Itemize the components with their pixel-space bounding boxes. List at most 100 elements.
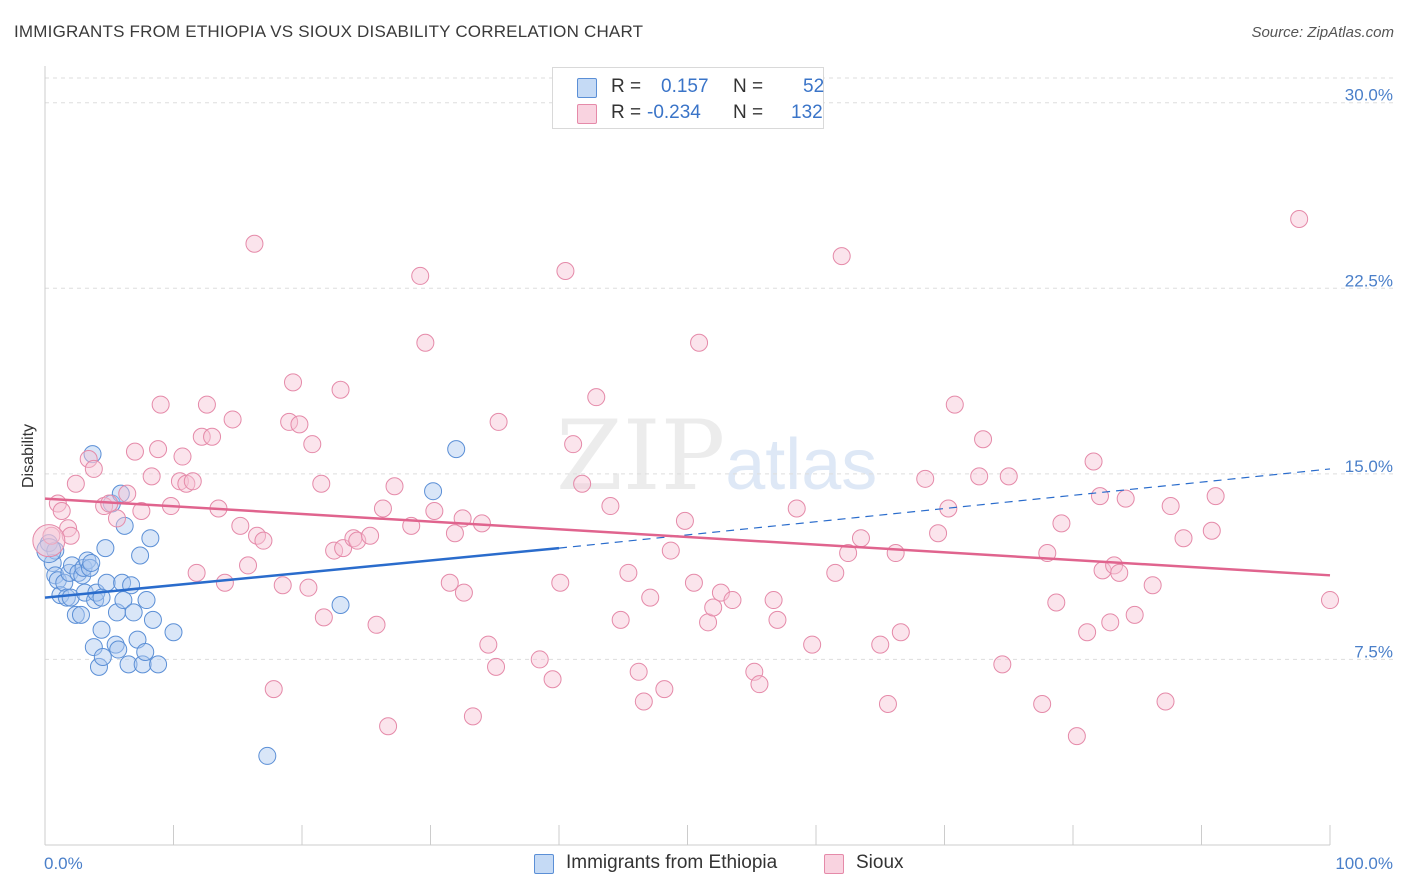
ethiopia-point <box>122 576 141 595</box>
sioux-point <box>132 501 151 520</box>
sioux-point <box>551 573 570 592</box>
sioux-point <box>107 509 126 528</box>
ethiopia-point <box>66 605 85 624</box>
ethiopia-trend-extension <box>558 468 1331 549</box>
sioux-point <box>1101 613 1120 632</box>
sioux-point <box>463 707 482 726</box>
ethiopia-point <box>131 546 150 565</box>
sioux-point <box>290 415 309 434</box>
sioux-point <box>280 412 299 431</box>
x-tick-label: 0.0% <box>44 854 83 873</box>
sioux-point <box>379 717 398 736</box>
sioux-point <box>764 591 783 610</box>
sioux-point <box>1033 694 1052 713</box>
sioux-point <box>634 692 653 711</box>
ethiopia-point <box>258 746 277 765</box>
sioux-point <box>454 583 473 602</box>
sioux-point <box>530 650 549 669</box>
sioux-point <box>871 635 890 654</box>
sioux-point <box>564 435 583 454</box>
sioux-point <box>1078 623 1097 642</box>
legend-swatch-ethiopia <box>577 78 597 98</box>
sioux-point <box>1202 521 1221 540</box>
sioux-point <box>489 412 508 431</box>
ethiopia-point <box>136 643 155 662</box>
ethiopia-point <box>106 635 125 654</box>
sioux-point <box>1110 563 1129 582</box>
sioux-point <box>149 440 168 459</box>
sioux-point <box>629 662 648 681</box>
ethiopia-point <box>143 610 162 629</box>
sioux-point <box>655 680 674 699</box>
sioux-point <box>886 544 905 563</box>
ethiopia-point <box>164 623 183 642</box>
sioux-point <box>239 556 258 575</box>
sioux-point <box>1047 593 1066 612</box>
series-ethiopia-points <box>36 440 466 765</box>
sioux-point <box>1156 692 1175 711</box>
bottom-legend-swatch-ethiopia <box>534 854 554 874</box>
sioux-point <box>641 588 660 607</box>
ethiopia-point <box>89 657 108 676</box>
ethiopia-point <box>109 640 128 659</box>
tick-labels: 7.5% 15.0% 22.5% 30.0% 0.0% 100.0% <box>44 86 1393 873</box>
sioux-point <box>556 261 575 280</box>
sioux-point <box>273 576 292 595</box>
sioux-point <box>142 467 161 486</box>
sioux-point <box>254 531 273 550</box>
legend-r-label: R = <box>611 76 642 97</box>
sioux-point <box>1052 514 1071 533</box>
legend-r-label: R = <box>611 102 642 123</box>
sioux-point <box>1143 576 1162 595</box>
sioux-point <box>125 442 144 461</box>
sioux-point <box>79 450 98 469</box>
legend-r-value: -0.234 <box>647 102 701 123</box>
sioux-point <box>826 563 845 582</box>
sioux-point <box>151 395 170 414</box>
sioux-point <box>1116 489 1135 508</box>
sioux-point <box>1084 452 1103 471</box>
ethiopia-point <box>447 440 466 459</box>
ethiopia-point <box>82 553 101 572</box>
sioux-point <box>611 610 630 629</box>
sioux-point <box>1090 487 1109 506</box>
legend-n-value: 52 <box>803 76 825 97</box>
sioux-trend-line <box>44 497 1331 577</box>
sioux-point <box>331 380 350 399</box>
legend-n-label: N = <box>733 76 764 97</box>
sioux-point <box>66 474 85 493</box>
sioux-point <box>891 623 910 642</box>
sioux-point <box>411 266 430 285</box>
sioux-point <box>183 472 202 491</box>
series-sioux-points <box>32 210 1339 746</box>
sioux-point <box>929 524 948 543</box>
sioux-point <box>440 573 459 592</box>
sioux-point <box>197 395 216 414</box>
sioux-point <box>487 657 506 676</box>
ethiopia-point <box>55 573 74 592</box>
sioux-point <box>32 524 66 558</box>
sioux-point <box>878 694 897 713</box>
ethiopia-point <box>46 566 65 585</box>
sioux-point <box>284 373 303 392</box>
ethiopia-point <box>115 516 134 535</box>
ethiopia-point <box>61 588 80 607</box>
sioux-point <box>851 529 870 548</box>
bottom-legend-label: Sioux <box>856 852 904 873</box>
sioux-point <box>84 459 103 478</box>
chart-title: IMMIGRANTS FROM ETHIOPIA VS SIOUX DISABI… <box>14 22 644 41</box>
y-tick-label: 22.5% <box>1345 271 1393 290</box>
sioux-point <box>684 573 703 592</box>
sioux-point <box>361 526 380 545</box>
y-axis-label: Disability <box>20 424 37 488</box>
sioux-point <box>303 435 322 454</box>
sioux-point <box>231 516 250 535</box>
sioux-point <box>1174 529 1193 548</box>
sioux-point <box>1206 487 1225 506</box>
bottom-legend-label: Immigrants from Ethiopia <box>566 852 778 873</box>
y-tick-label: 7.5% <box>1354 642 1393 661</box>
source-label: Source: ZipAtlas.com <box>1251 24 1394 41</box>
sioux-point <box>587 388 606 407</box>
legend-n-value: 132 <box>791 102 823 123</box>
sioux-point <box>787 499 806 518</box>
